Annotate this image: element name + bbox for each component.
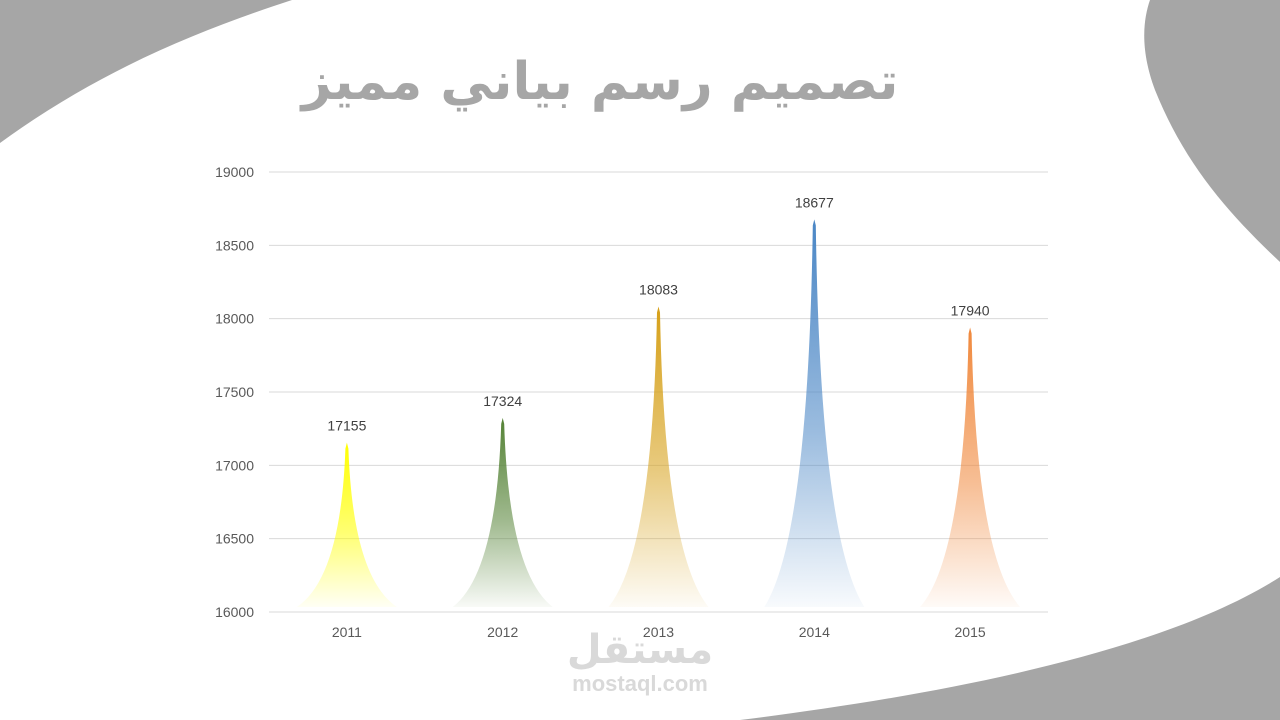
data-label: 18677 [795, 194, 834, 210]
bar-2011 [296, 442, 397, 607]
x-tick-label: 2013 [643, 624, 674, 640]
watermark-arabic: مستقل [566, 627, 714, 673]
y-axis-ticks: 16000 16500 17000 17500 18000 18500 19000 [215, 164, 254, 620]
data-label: 17324 [483, 393, 522, 409]
watermark-latin: mostaql.com [572, 671, 708, 696]
x-axis-ticks: 2011 2012 2013 2014 2015 [332, 624, 986, 640]
y-tick-label: 18500 [215, 237, 254, 253]
top-right-shape [1144, 0, 1280, 262]
x-tick-label: 2015 [955, 624, 986, 640]
x-tick-label: 2014 [799, 624, 830, 640]
page-title: تصميم رسم بياني مميز [301, 52, 899, 112]
data-labels: 17155 17324 18083 18677 17940 [327, 194, 989, 433]
bottom-right-shape [740, 577, 1280, 720]
top-left-shape [0, 0, 292, 143]
bar-2015 [920, 327, 1021, 607]
bars [296, 219, 1021, 607]
bar-2014 [764, 219, 865, 607]
watermark: مستقل mostaql.com [540, 628, 740, 696]
y-tick-label: 17000 [215, 457, 254, 473]
x-tick-label: 2011 [332, 624, 362, 640]
y-tick-label: 16000 [215, 604, 254, 620]
y-tick-label: 17500 [215, 384, 254, 400]
y-tick-label: 19000 [215, 164, 254, 180]
data-label: 18083 [639, 281, 678, 297]
bar-2013 [608, 306, 709, 607]
y-tick-label: 18000 [215, 311, 254, 327]
x-tick-label: 2012 [487, 624, 518, 640]
data-label: 17940 [951, 302, 990, 318]
data-label: 17155 [327, 418, 366, 434]
bar-2012 [452, 417, 553, 607]
y-tick-label: 16500 [215, 531, 254, 547]
